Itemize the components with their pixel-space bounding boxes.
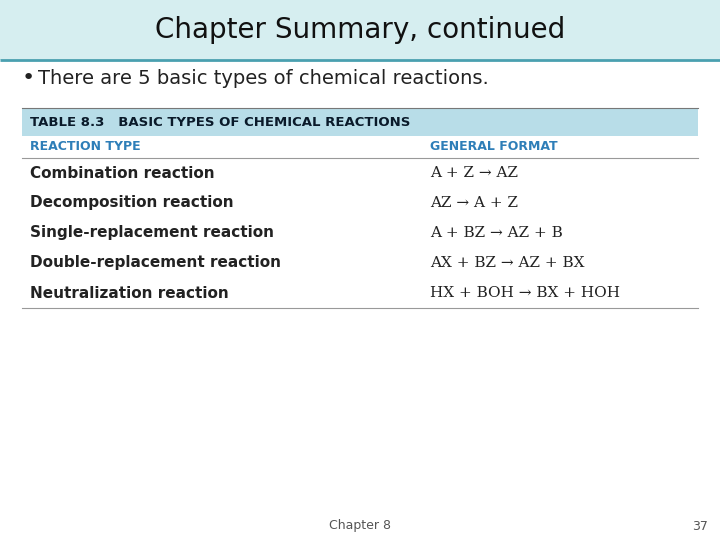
Text: 37: 37 [692, 519, 708, 532]
Text: Combination reaction: Combination reaction [30, 165, 215, 180]
Text: Double-replacement reaction: Double-replacement reaction [30, 255, 281, 271]
Text: A + BZ → AZ + B: A + BZ → AZ + B [430, 226, 563, 240]
Text: AX + BZ → AZ + BX: AX + BZ → AZ + BX [430, 256, 585, 270]
Text: AZ → A + Z: AZ → A + Z [430, 196, 518, 210]
Text: HX + BOH → BX + HOH: HX + BOH → BX + HOH [430, 286, 620, 300]
Bar [22, 108, 698, 136]
Text: Neutralization reaction: Neutralization reaction [30, 286, 229, 300]
Text: •: • [22, 68, 35, 88]
Bar [22, 188, 698, 218]
Bar [22, 218, 698, 248]
Text: TABLE 8.3   BASIC TYPES OF CHEMICAL REACTIONS: TABLE 8.3 BASIC TYPES OF CHEMICAL REACTI… [30, 116, 410, 129]
Text: There are 5 basic types of chemical reactions.: There are 5 basic types of chemical reac… [38, 69, 489, 87]
Bar [0, 0, 720, 60]
Text: A + Z → AZ: A + Z → AZ [430, 166, 518, 180]
Text: REACTION TYPE: REACTION TYPE [30, 140, 140, 153]
Bar [22, 248, 698, 278]
Bar [22, 136, 698, 158]
Bar [22, 158, 698, 188]
Text: Decomposition reaction: Decomposition reaction [30, 195, 233, 211]
Text: Chapter 8: Chapter 8 [329, 519, 391, 532]
Text: Chapter Summary, continued: Chapter Summary, continued [155, 16, 565, 44]
Bar [22, 278, 698, 308]
Text: GENERAL FORMAT: GENERAL FORMAT [430, 140, 557, 153]
Text: Single-replacement reaction: Single-replacement reaction [30, 226, 274, 240]
